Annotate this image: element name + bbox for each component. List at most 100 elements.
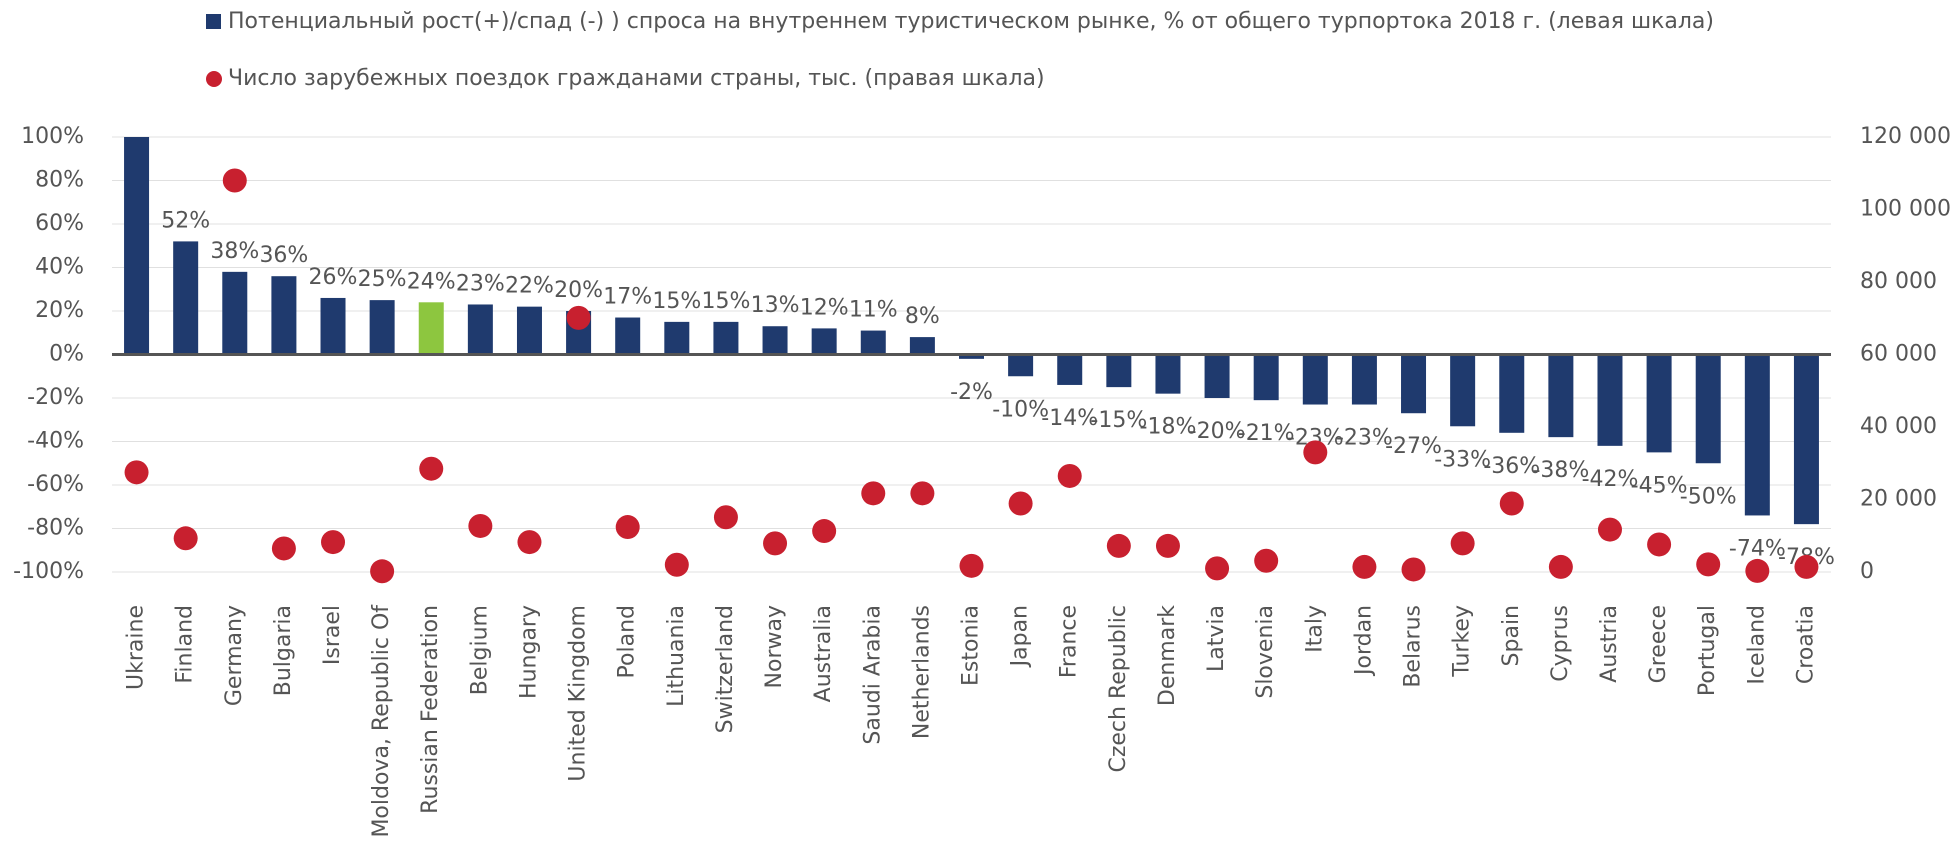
- dot: [124, 460, 149, 485]
- dot: [468, 513, 493, 538]
- dot: [566, 305, 591, 330]
- bar: [909, 337, 935, 355]
- y-tick-label: -20%: [27, 385, 84, 410]
- x-tick-label: Israel: [320, 605, 345, 665]
- x-tick-label: Norway: [762, 605, 787, 688]
- x-tick-label: Latvia: [1204, 605, 1229, 672]
- dot: [1008, 491, 1033, 516]
- x-tick-label: Lithuania: [664, 605, 689, 707]
- data-label: 38%: [210, 239, 259, 264]
- x-tick-label: Czech Republic: [1106, 605, 1131, 773]
- x-tick-label: Moldova, Republic Of: [369, 604, 394, 838]
- dot: [615, 515, 640, 540]
- x-tick-label: Australia: [811, 605, 836, 702]
- y-tick-label: 80%: [35, 168, 84, 193]
- bar: [1499, 354, 1525, 433]
- x-tick-label: Ukraine: [124, 605, 149, 690]
- data-label: 20%: [554, 278, 603, 303]
- bar: [860, 330, 886, 355]
- dot: [1254, 548, 1279, 573]
- data-label: -50%: [1680, 484, 1737, 509]
- x-tick-label: Belgium: [467, 605, 492, 695]
- bar: [1253, 354, 1279, 401]
- y2-tick-label: 120 000: [1860, 124, 1951, 149]
- dot: [321, 530, 346, 555]
- x-tick-label: Netherlands: [909, 605, 934, 739]
- y2-tick-label: 100 000: [1860, 197, 1951, 222]
- y-tick-label: -80%: [27, 516, 84, 541]
- y-tick-label: -60%: [27, 472, 84, 497]
- dot: [1745, 558, 1770, 583]
- dot: [1303, 440, 1328, 465]
- bar: [1695, 354, 1721, 464]
- bar: [713, 321, 739, 355]
- bar: [1057, 354, 1083, 385]
- data-label: 8%: [905, 304, 940, 329]
- y2-tick-label: 60 000: [1860, 342, 1937, 367]
- bar: [320, 297, 346, 355]
- bar: [1204, 354, 1230, 398]
- bar: [271, 276, 297, 355]
- bar: [664, 321, 690, 355]
- x-tick-label: France: [1057, 605, 1082, 678]
- bar: [1008, 354, 1034, 377]
- y-tick-label: -100%: [13, 559, 84, 584]
- dot: [173, 526, 198, 551]
- x-tick-label: Switzerland: [713, 605, 738, 733]
- dot: [1352, 554, 1377, 579]
- bar: [1106, 354, 1132, 388]
- bar: [1597, 354, 1623, 446]
- data-label: 23%: [456, 271, 505, 296]
- y2-tick-label: 40 000: [1860, 414, 1937, 439]
- data-label: 12%: [800, 295, 849, 320]
- x-tick-label: Denmark: [1155, 605, 1180, 706]
- bar: [1302, 354, 1328, 405]
- x-tick-label: Croatia: [1793, 605, 1818, 684]
- legend-label: Потенциальный рост(+)/спад (-) ) спроса …: [228, 9, 1714, 34]
- x-tick-label: Cyprus: [1548, 605, 1573, 682]
- x-tick-label: Portugal: [1695, 605, 1720, 696]
- data-label: -21%: [1238, 421, 1295, 446]
- x-tick-label: Saudi Arabia: [860, 605, 885, 745]
- bar: [811, 328, 837, 355]
- dot: [222, 168, 247, 193]
- dot: [1155, 533, 1180, 558]
- bar: [1401, 354, 1427, 414]
- x-tick-label: United Kingdom: [566, 605, 591, 782]
- y-tick-label: -40%: [27, 429, 84, 454]
- x-tick-label: Italy: [1302, 605, 1327, 653]
- bar: [1450, 354, 1476, 427]
- data-label: 13%: [751, 293, 800, 318]
- x-tick-label: Japan: [1008, 605, 1033, 668]
- y-tick-label: 0%: [49, 342, 84, 367]
- data-label: 11%: [849, 298, 898, 323]
- y-tick-label: 60%: [35, 211, 84, 236]
- legend-swatch: [206, 14, 221, 29]
- dot: [1057, 463, 1082, 488]
- data-label: -36%: [1483, 454, 1540, 479]
- y-tick-label: 40%: [35, 255, 84, 280]
- bar: [1646, 354, 1672, 453]
- bar: [1793, 354, 1819, 525]
- data-label: -42%: [1582, 467, 1639, 492]
- legend-swatch: [206, 71, 222, 87]
- bar: [516, 306, 542, 355]
- data-label: -14%: [1041, 406, 1098, 431]
- bar: [1351, 354, 1377, 405]
- x-tick-label: Poland: [615, 605, 640, 678]
- x-tick-label: Estonia: [959, 605, 984, 686]
- y2-tick-label: 20 000: [1860, 487, 1937, 512]
- dot: [713, 505, 738, 530]
- data-label: -20%: [1189, 419, 1246, 444]
- dot: [1647, 532, 1672, 557]
- data-label: -45%: [1631, 473, 1688, 498]
- dot: [812, 519, 837, 544]
- data-label: -38%: [1532, 458, 1589, 483]
- dot: [1401, 557, 1426, 582]
- x-tick-label: Finland: [173, 605, 198, 684]
- dot: [271, 536, 296, 561]
- data-label: 17%: [603, 285, 652, 310]
- x-tick-label: Austria: [1597, 605, 1622, 683]
- dot: [1597, 517, 1622, 542]
- x-tick-label: Spain: [1499, 605, 1524, 666]
